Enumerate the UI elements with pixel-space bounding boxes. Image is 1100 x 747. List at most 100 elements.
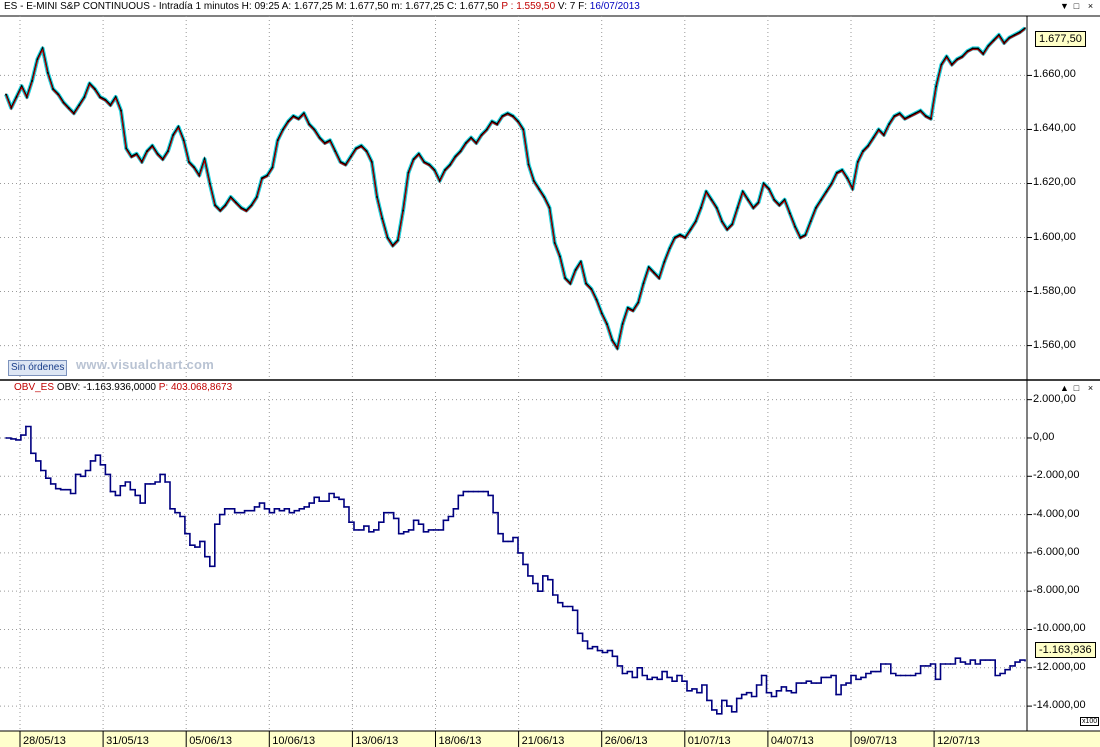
obv-point <box>99 463 102 466</box>
price-point <box>46 71 49 74</box>
obv-point <box>596 649 599 652</box>
price-point <box>198 174 201 177</box>
obv-point <box>979 659 982 661</box>
price-point <box>966 50 969 53</box>
obv-point <box>278 509 281 512</box>
price-point <box>99 96 101 98</box>
obv-point <box>119 485 122 487</box>
obv-point <box>949 663 952 665</box>
obv-point <box>989 659 992 661</box>
price-point <box>308 123 310 125</box>
price-point <box>156 152 159 155</box>
obv-point <box>457 494 460 497</box>
price-point <box>187 160 190 163</box>
obv-point <box>875 670 877 673</box>
obv-point <box>139 502 142 504</box>
price-point <box>919 109 922 112</box>
obv-point <box>825 676 827 679</box>
price-point <box>595 298 598 301</box>
obv-point <box>373 529 375 531</box>
y-tick-label: -10.000,00 <box>1033 622 1086 635</box>
price-point <box>135 152 138 155</box>
close-icon[interactable]: × <box>1087 1 1094 11</box>
obv-point <box>472 490 475 493</box>
price-line <box>5 27 1026 351</box>
price-envelope-line <box>4 26 1027 351</box>
price-point <box>125 147 128 150</box>
price-point <box>407 171 410 174</box>
obv-point <box>850 674 852 677</box>
obv-point <box>860 676 862 679</box>
obv-point <box>636 666 639 669</box>
obv-point <box>10 438 12 440</box>
price-point <box>559 255 561 258</box>
obv-point <box>243 509 246 512</box>
price-average-line <box>5 29 1026 351</box>
obv-point <box>716 712 718 715</box>
price-point <box>956 58 958 61</box>
price-point <box>266 174 269 177</box>
p-label: P : <box>501 1 514 12</box>
price-point <box>167 150 169 152</box>
obv-point <box>934 678 937 681</box>
obv-point <box>517 552 519 554</box>
subpanel-close-icon[interactable]: × <box>1087 383 1094 393</box>
price-point <box>924 115 927 117</box>
obv-point <box>626 670 629 673</box>
y-tick-label: 1.640,00 <box>1033 122 1076 135</box>
obv-point <box>134 494 137 497</box>
price-point <box>788 212 791 215</box>
obv-point <box>368 531 370 533</box>
price-point <box>757 201 760 204</box>
obv-point <box>760 674 763 677</box>
obv-point <box>601 651 604 654</box>
obv-point <box>969 659 972 661</box>
price-point <box>355 147 358 150</box>
price-point <box>1018 31 1021 34</box>
obv-point <box>1019 659 1021 661</box>
price-point <box>700 206 702 209</box>
price-point <box>417 152 420 155</box>
price-point <box>543 196 546 198</box>
price-point <box>146 150 148 152</box>
price-point <box>893 115 896 117</box>
subpanel-maximize-icon[interactable]: □ <box>1073 383 1080 393</box>
obv-point <box>283 508 286 510</box>
price-point <box>313 128 316 131</box>
price-point <box>365 150 368 152</box>
maximize-icon[interactable]: □ <box>1073 1 1080 11</box>
x-axis-bar <box>0 731 1100 747</box>
price-point <box>229 196 232 198</box>
chevron-down-icon[interactable]: ▼ <box>1060 1 1069 11</box>
price-point <box>83 96 86 98</box>
chevron-up-icon[interactable]: ▲ <box>1060 383 1069 393</box>
price-point <box>182 139 185 142</box>
obv-point <box>402 531 405 533</box>
obv-point <box>885 663 887 665</box>
price-point <box>867 144 870 147</box>
price-point <box>747 198 749 201</box>
price-point <box>799 236 802 239</box>
x-tick-label: 12/07/13 <box>937 735 980 747</box>
price-point <box>287 120 290 123</box>
price-point <box>997 34 1000 36</box>
obv-point <box>522 563 524 566</box>
price-point <box>302 112 305 115</box>
price-point <box>653 271 655 274</box>
m-value: 1.677,50 <box>349 1 389 12</box>
price-point <box>397 239 399 242</box>
price-point <box>376 196 378 198</box>
x-tick-label: 13/06/13 <box>355 735 399 747</box>
obv-point <box>800 682 803 684</box>
obv-point <box>89 460 92 462</box>
obv-point <box>104 473 107 476</box>
no-orders-button[interactable]: Sin órdenes <box>8 360 68 376</box>
y-tick-label: 1.600,00 <box>1033 230 1076 243</box>
y-tick-label: -14.000,00 <box>1033 699 1086 712</box>
price-point <box>762 182 765 185</box>
price-point <box>914 112 917 115</box>
obv-point <box>64 488 67 491</box>
price-point <box>731 223 734 225</box>
h-value: 09:25 <box>254 1 280 12</box>
obv-point <box>1009 665 1011 667</box>
